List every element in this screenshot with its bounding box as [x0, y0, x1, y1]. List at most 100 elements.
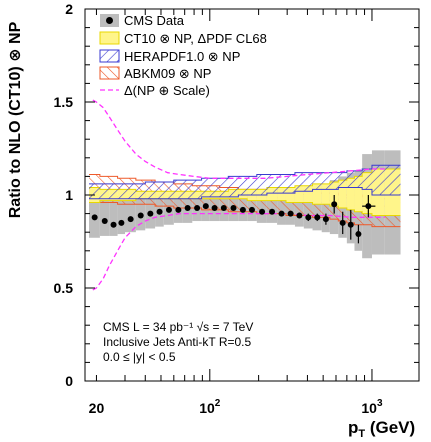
x-tick-label: 20: [89, 400, 105, 416]
hera-band-bin-20: [277, 174, 286, 194]
data-point-0: [91, 214, 98, 221]
x-tick-labels: 20 102 103: [89, 398, 383, 416]
ct10-band-bin-27: [338, 180, 347, 209]
x-tick-label-exponent: 2: [215, 398, 221, 409]
data-point-9: [175, 206, 182, 213]
legend: CMS Data CT10 ⊗ NP, ΔPDF CL68 HERAPDF1.0…: [99, 13, 267, 98]
sys-band-bin-2: [109, 198, 118, 236]
data-point-6: [147, 210, 154, 217]
legend-label-abkm: ABKM09 ⊗ NP: [124, 66, 211, 81]
data-point-26: [331, 201, 338, 208]
ct10-band-bin-25: [321, 183, 330, 205]
y-tick-label: 2: [65, 1, 73, 17]
data-point-17: [248, 206, 255, 213]
hera-band-bin-28: [346, 170, 355, 188]
ct10-band-bin-30: [362, 172, 372, 214]
hera-band-bin-16: [238, 176, 248, 195]
sys-band-bin-3: [117, 196, 126, 235]
abkm-band-bin-20: [277, 191, 286, 214]
data-point-13: [211, 205, 218, 212]
x-tick-label: 102: [199, 398, 221, 416]
ct10-band-bin-24: [312, 183, 322, 205]
data-point-23: [305, 214, 312, 221]
data-point-18: [259, 208, 266, 215]
legend-entry-data: CMS Data: [100, 13, 185, 28]
sys-band-bin-1: [99, 196, 110, 236]
y-tick-labels: 0 0.5 1 1.5 2: [54, 1, 74, 389]
hera-band-bin-8: [163, 181, 174, 199]
y-tick-label: 0: [65, 373, 73, 389]
hera-band-bin-21: [285, 174, 295, 194]
hera-band-bin-29: [354, 170, 363, 188]
x-tick-label-base: 10: [199, 400, 215, 416]
hera-band-bin-26: [329, 172, 339, 190]
hera-band-bin-6: [145, 181, 156, 199]
data-point-11: [194, 205, 201, 212]
legend-swatch-abkm: [99, 66, 120, 80]
x-tick-label-exponent: 3: [377, 398, 383, 409]
sys-band-bin-4: [125, 195, 136, 233]
abkm-band-bin-18: [256, 189, 267, 214]
herapdf-band: [89, 164, 401, 200]
legend-marker-data: [106, 17, 113, 24]
hera-band-bin-4: [125, 183, 136, 199]
hera-band-bin-31: [371, 165, 385, 195]
y-tick-label: 1.5: [54, 94, 74, 110]
y-tick-label: 0.5: [54, 280, 74, 296]
hera-band-bin-25: [321, 172, 330, 190]
x-axis-label-sub: T: [358, 428, 365, 440]
x-axis-label-main: p: [348, 418, 358, 437]
ct10-band-bin-23: [303, 185, 313, 203]
hera-band-bin-12: [201, 178, 210, 197]
ct10-band-bin-28: [346, 178, 355, 210]
hera-upper-edge: [89, 164, 401, 185]
data-point-25: [322, 216, 329, 223]
legend-entry-hera: HERAPDF1.0 ⊗ NP: [99, 49, 240, 64]
hera-band-bin-22: [294, 172, 304, 192]
hera-band-bin-2: [109, 183, 118, 199]
sys-band-bin-5: [135, 193, 146, 231]
hera-band-bin-0: [89, 183, 100, 199]
x-tick-label: 103: [361, 398, 383, 416]
data-point-4: [127, 216, 134, 223]
axis-ticks: [85, 8, 419, 382]
data-point-20: [278, 210, 285, 217]
legend-entry-np: Δ(NP ⊕ Scale): [100, 83, 210, 98]
ct10-band-bin-20: [277, 187, 286, 201]
legend-label-hera: HERAPDF1.0 ⊗ NP: [124, 49, 240, 64]
y-axis-label: Ratio to NLO (CT10) ⊗ NP: [7, 21, 24, 218]
legend-entry-ct10: CT10 ⊗ NP, ΔPDF CL68: [99, 31, 267, 46]
hera-band-bin-11: [192, 180, 202, 199]
x-axis-label-unit: (GeV): [365, 418, 415, 437]
data-point-12: [202, 203, 209, 210]
hera-band-bin-17: [247, 176, 257, 195]
data-point-21: [287, 210, 294, 217]
annotation-jets: Inclusive Jets Anti-kT R=0.5: [103, 335, 252, 349]
hera-band-bin-23: [303, 172, 313, 192]
cms-data-points: [91, 195, 376, 244]
hera-band-bin-30: [362, 168, 372, 190]
hera-band-bin-3: [117, 183, 126, 199]
ct10-band-bin-21: [285, 187, 295, 203]
data-point-28: [347, 221, 354, 228]
y-tick-label: 1: [65, 187, 73, 203]
hera-band-bin-15: [228, 176, 239, 197]
np-scale-upper-curve: [92, 99, 385, 179]
hera-band-bin-18: [256, 174, 267, 195]
hera-band-bin-5: [135, 183, 146, 199]
hera-band-bin-7: [155, 181, 164, 199]
x-axis-label: pT (GeV): [348, 418, 415, 440]
data-point-15: [230, 205, 237, 212]
abkm-band-bin-19: [266, 189, 278, 214]
legend-swatch-ct10: [99, 31, 120, 45]
legend-label-ct10: CT10 ⊗ NP, ΔPDF CL68: [124, 31, 267, 46]
np-scale-lower-curve: [92, 212, 385, 291]
info-annotations: CMS L = 34 pb⁻¹ √s = 7 TeV Inclusive Jet…: [103, 320, 253, 364]
x-tick-label-base: 10: [361, 400, 377, 416]
data-point-8: [165, 206, 172, 213]
hera-band-bin-32: [384, 165, 401, 195]
ct10-band-bin-22: [294, 185, 304, 203]
hera-band-bin-14: [219, 178, 229, 197]
annotation-rapidity: 0.0 ≤ |y| < 0.5: [103, 350, 176, 364]
